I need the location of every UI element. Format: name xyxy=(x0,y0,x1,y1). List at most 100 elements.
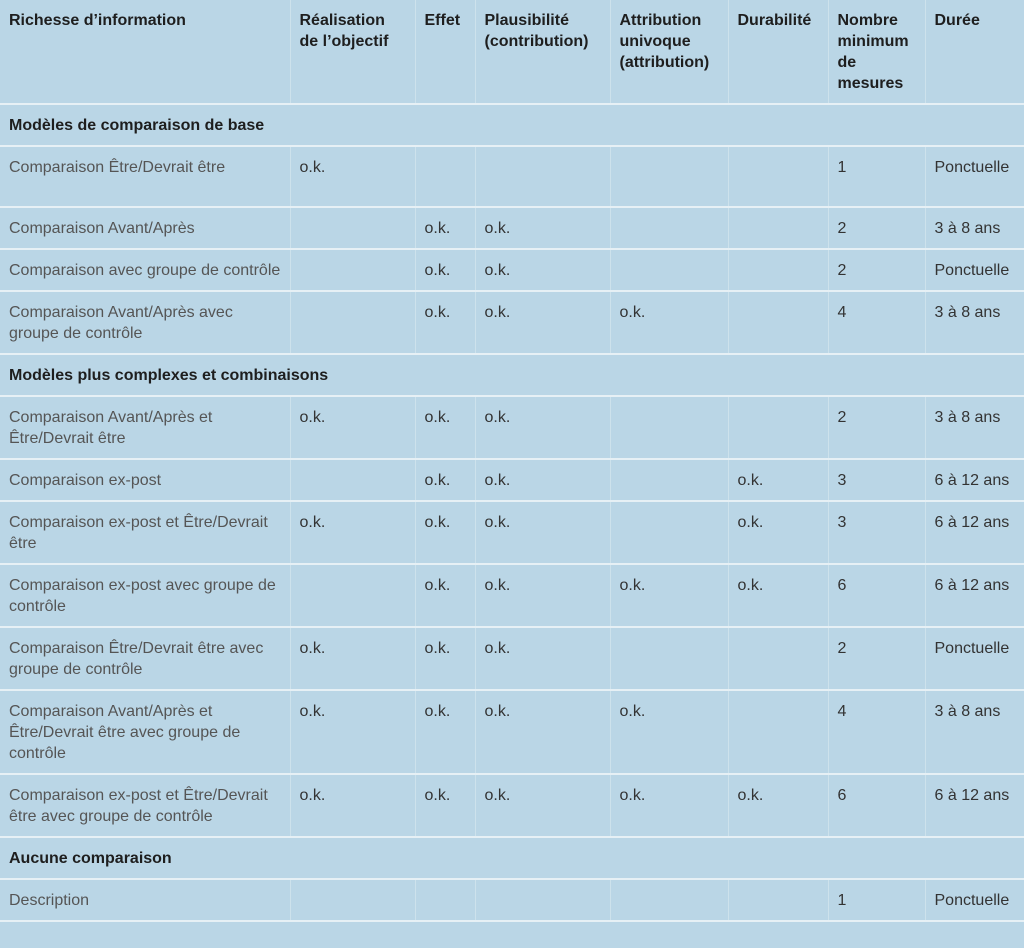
data-row: Comparaison avec groupe de contrôle o.k. o… xyxy=(0,249,1024,292)
cell: 3 à 8 ans xyxy=(924,291,1024,355)
cell: o.k. xyxy=(474,501,610,565)
empty-cell xyxy=(414,879,475,922)
cell: o.k. xyxy=(474,459,610,502)
data-row: Comparaison ex-post et Être/Devrait être… xyxy=(0,501,1024,565)
cell: o.k. xyxy=(727,459,828,502)
section-row: Modèles plus complexes et combinaisons xyxy=(0,354,1024,397)
cell: o.k. xyxy=(727,564,828,628)
empty-cell xyxy=(727,690,828,775)
cell: o.k. xyxy=(414,564,475,628)
data-row: Comparaison Avant/Après avec groupe de c… xyxy=(0,291,1024,355)
cell: o.k. xyxy=(289,146,415,208)
cell: 2 xyxy=(827,249,925,292)
header-cell: Durabilité xyxy=(727,0,828,105)
row-label: Comparaison ex-post avec groupe de contr… xyxy=(0,564,290,628)
cell: o.k. xyxy=(414,459,475,502)
empty-cell xyxy=(289,879,415,922)
cell: o.k. xyxy=(474,396,610,460)
empty-cell xyxy=(289,207,415,250)
cell: 3 à 8 ans xyxy=(924,396,1024,460)
empty-cell xyxy=(609,207,728,250)
data-row: Comparaison Être/Devrait être avec group… xyxy=(0,627,1024,691)
data-row: Comparaison ex-post o.k. o.k. o.k. 3 6 à 12 a… xyxy=(0,459,1024,502)
empty-cell xyxy=(609,459,728,502)
cell: o.k. xyxy=(289,627,415,691)
header-row: Richesse d’information Réalisation de l’o… xyxy=(0,0,1024,105)
row-label: Comparaison Avant/Après xyxy=(0,207,290,250)
empty-cell xyxy=(289,291,415,355)
cell: 3 à 8 ans xyxy=(924,690,1024,775)
cell: o.k. xyxy=(474,291,610,355)
cell: o.k. xyxy=(289,396,415,460)
cell: o.k. xyxy=(289,774,415,838)
row-label: Comparaison ex-post xyxy=(0,459,290,502)
data-row: Comparaison Être/Devrait être o.k. 1 Ponctu… xyxy=(0,146,1024,208)
data-row: Comparaison ex-post avec groupe de contr… xyxy=(0,564,1024,628)
header-cell: Effet xyxy=(414,0,475,105)
cell: 6 à 12 ans xyxy=(924,501,1024,565)
row-label: Comparaison Avant/Après et Être/Devrait … xyxy=(0,690,290,775)
cell: o.k. xyxy=(727,774,828,838)
cell: 3 xyxy=(827,501,925,565)
row-label: Comparaison ex-post et Être/Devrait être… xyxy=(0,774,290,838)
cell: 1 xyxy=(827,146,925,208)
empty-cell xyxy=(727,146,828,208)
empty-cell xyxy=(727,396,828,460)
cell: 4 xyxy=(827,690,925,775)
section-row: Aucune comparaison xyxy=(0,837,1024,880)
cell: o.k. xyxy=(474,690,610,775)
cell: 4 xyxy=(827,291,925,355)
cell: o.k. xyxy=(609,690,728,775)
empty-cell xyxy=(609,879,728,922)
cell: 3 xyxy=(827,459,925,502)
cell: o.k. xyxy=(609,564,728,628)
cell: 2 xyxy=(827,396,925,460)
empty-cell xyxy=(727,207,828,250)
cell: o.k. xyxy=(474,249,610,292)
cell: o.k. xyxy=(609,291,728,355)
cell: o.k. xyxy=(474,207,610,250)
empty-cell xyxy=(609,627,728,691)
cell: o.k. xyxy=(474,564,610,628)
empty-cell xyxy=(609,249,728,292)
empty-cell xyxy=(289,249,415,292)
empty-cell xyxy=(727,291,828,355)
cell: o.k. xyxy=(414,690,475,775)
cell: o.k. xyxy=(289,690,415,775)
header-cell: Richesse d’information xyxy=(0,0,290,105)
section-title: Modèles plus complexes et combinaisons xyxy=(0,354,1024,397)
data-row: Comparaison Avant/Après et Être/Devrait … xyxy=(0,690,1024,775)
cell: 1 xyxy=(827,879,925,922)
cell: Ponctuelle xyxy=(924,879,1024,922)
header-cell: Plausibilité (contribution) xyxy=(474,0,610,105)
row-label: Comparaison Avant/Après avec groupe de c… xyxy=(0,291,290,355)
cell: o.k. xyxy=(474,774,610,838)
cell: 6 xyxy=(827,774,925,838)
empty-cell xyxy=(289,459,415,502)
cell: 6 à 12 ans xyxy=(924,774,1024,838)
data-row: Description 1 Ponctuelle xyxy=(0,879,1024,922)
empty-cell xyxy=(727,249,828,292)
cell: Ponctuelle xyxy=(924,146,1024,208)
row-label: Comparaison avec groupe de contrôle xyxy=(0,249,290,292)
cell: Ponctuelle xyxy=(924,249,1024,292)
data-row: Comparaison Avant/Après et Être/Devrait … xyxy=(0,396,1024,460)
cell: o.k. xyxy=(414,207,475,250)
cell: o.k. xyxy=(609,774,728,838)
row-label: Comparaison Être/Devrait être avec group… xyxy=(0,627,290,691)
cell: o.k. xyxy=(289,501,415,565)
cell: 6 à 12 ans xyxy=(924,459,1024,502)
row-label: Comparaison Être/Devrait être xyxy=(0,146,290,208)
cell: 6 xyxy=(827,564,925,628)
cell: o.k. xyxy=(414,396,475,460)
cell: o.k. xyxy=(414,627,475,691)
cell: o.k. xyxy=(414,501,475,565)
header-cell: Attribution univoque (attribution) xyxy=(609,0,728,105)
cell: o.k. xyxy=(474,627,610,691)
header-cell: Réalisation de l’objectif xyxy=(289,0,415,105)
header-cell: Nombre minimum de mesures xyxy=(827,0,925,105)
empty-cell xyxy=(727,627,828,691)
cell: 3 à 8 ans xyxy=(924,207,1024,250)
empty-cell xyxy=(609,501,728,565)
header-cell: Durée xyxy=(924,0,1024,105)
